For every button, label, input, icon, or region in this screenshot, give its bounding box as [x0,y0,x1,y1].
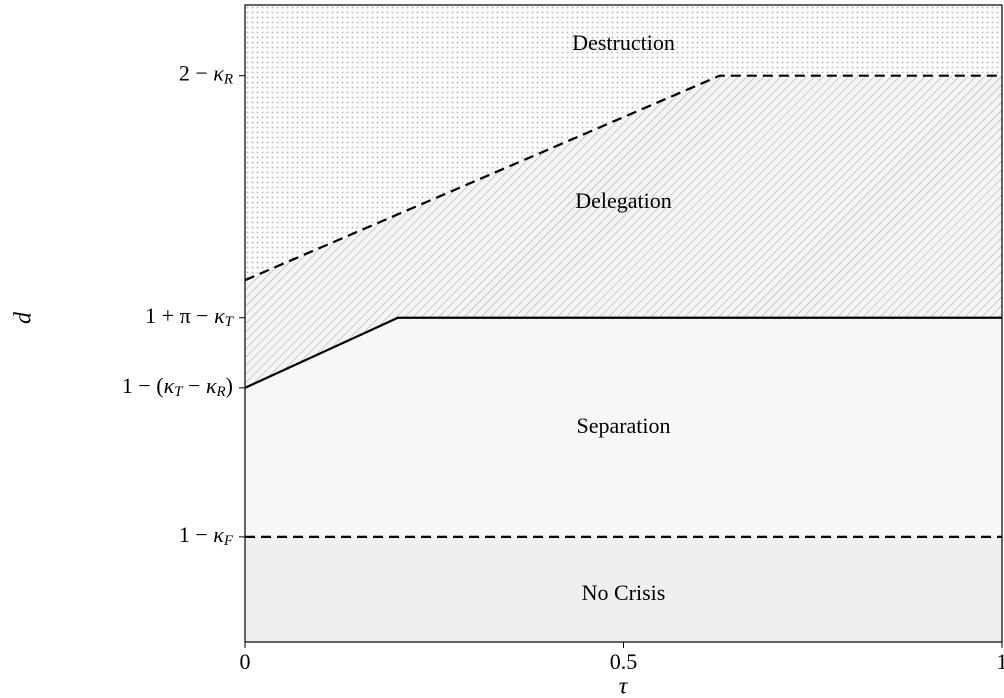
y-axis-label: d [11,311,37,324]
region-label: Destruction [572,30,675,55]
region-label: Separation [576,413,670,438]
x-axis-label: τ [619,674,629,698]
region [245,317,1002,537]
region [245,536,1002,642]
y-tick-label: 2 − κR​ [179,61,233,88]
boundary-line [244,74,1002,282]
x-tick-label: 0 [240,649,251,674]
y-tick-label: 1 − (κT​ − κR​) [122,373,233,400]
y-tick-label: 1 + π − κT​ [145,303,234,330]
region [245,75,1002,388]
region [245,5,1002,281]
boundary-line [244,316,1002,389]
region-label: Delegation [575,188,672,213]
region-label: No Crisis [582,580,666,605]
y-tick-label: 1 − κF​ [179,522,234,549]
x-tick-label: 0.5 [610,649,638,674]
x-tick-label: 1 [997,649,1004,674]
